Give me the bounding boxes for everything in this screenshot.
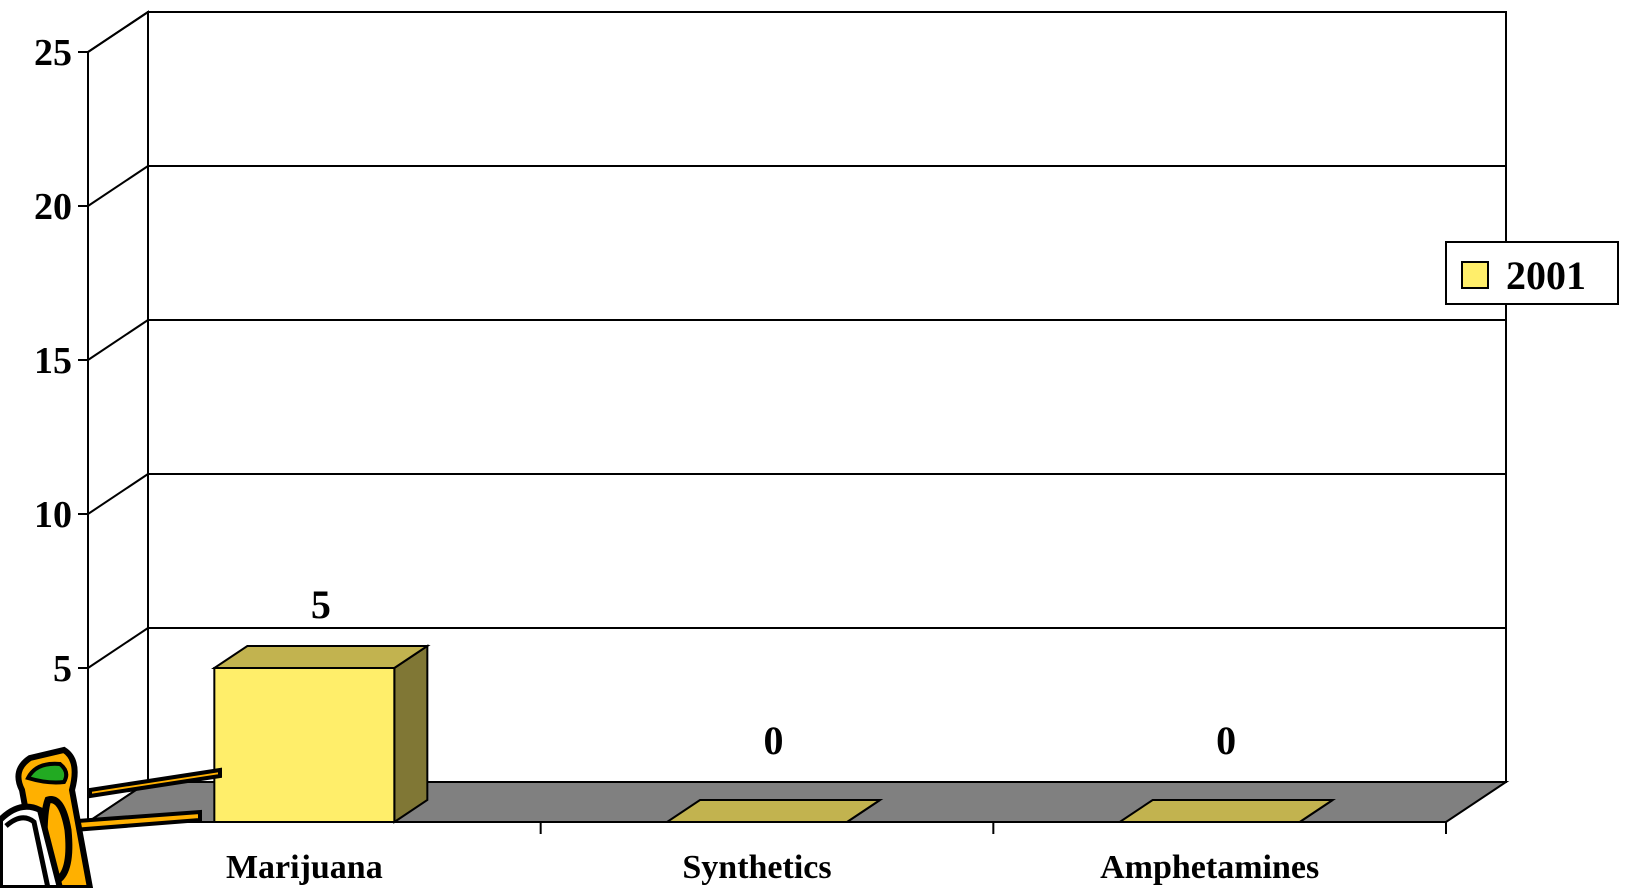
legend-swatch-2001 — [1461, 261, 1489, 289]
gridline-side-20 — [87, 165, 149, 207]
bar-top — [663, 799, 884, 823]
data-label-amphetamines: 0 — [1216, 718, 1236, 763]
x-tick-label-synthetics: Synthetics — [682, 849, 831, 886]
data-label-marijuana: 5 — [311, 582, 331, 627]
legend: 2001 — [1445, 241, 1619, 305]
axes — [87, 52, 1447, 834]
y-tick-label-5: 5 — [53, 648, 72, 690]
y-tick-label-15: 15 — [34, 340, 72, 382]
y-tick-label-20: 20 — [34, 186, 72, 228]
gridline-side-15 — [87, 319, 149, 361]
bar-marijuana — [211, 644, 431, 824]
y-tick-label-25: 25 — [34, 32, 72, 74]
x-tick-label-marijuana: Marijuana — [226, 849, 383, 886]
side-wall — [87, 10, 149, 824]
data-labels: 5 0 0 — [311, 582, 1236, 763]
y-tick-label-10: 10 — [34, 494, 72, 536]
bars — [211, 644, 1336, 824]
x-axis-labels: Marijuana Synthetics Amphetamines — [226, 849, 1319, 886]
y-axis-ticks: 5 10 15 20 25 — [34, 32, 88, 690]
gridlines — [87, 11, 1506, 669]
gridline-side-5 — [87, 627, 149, 669]
bar-side — [393, 644, 429, 824]
x-tick-label-amphetamines: Amphetamines — [1100, 849, 1319, 886]
bar-top — [211, 645, 431, 669]
bar-front — [213, 667, 396, 823]
bar-top — [1116, 799, 1336, 823]
bar-amphetamines — [1116, 799, 1336, 823]
bar-synthetics — [663, 799, 884, 823]
gridline-side-10 — [87, 473, 149, 515]
legend-label-2001: 2001 — [1506, 253, 1586, 298]
gridline-side-25 — [87, 11, 149, 53]
paper-clip-clipart — [0, 746, 222, 888]
data-label-synthetics: 0 — [764, 718, 784, 763]
